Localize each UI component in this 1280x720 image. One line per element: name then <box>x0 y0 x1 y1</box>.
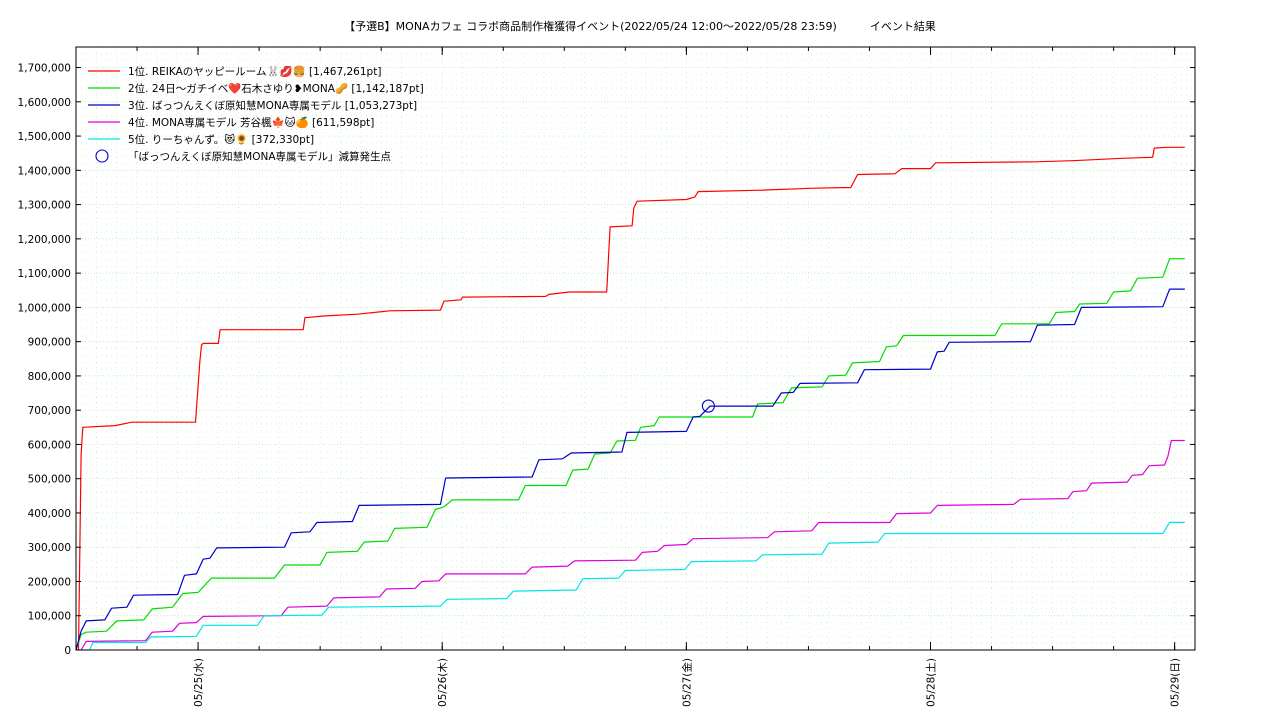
series-line-1 <box>76 146 1185 650</box>
x-tick-label: 05/27(金) <box>680 658 693 707</box>
y-tick-label: 600,000 <box>28 439 71 451</box>
legend-label-3: 3位. ばっつんえくぼ原知慧MONA専属モデル [1,053,273pt] <box>128 99 417 112</box>
legend: 1位. REIKAのヤッピールーム🐰💋🍔 [1,467,261pt] 2位. 24… <box>88 65 424 163</box>
y-tick-label: 1,400,000 <box>18 165 71 177</box>
series-line-4 <box>76 439 1185 650</box>
series-line-5 <box>76 521 1185 650</box>
y-tick-label: 1,100,000 <box>18 268 71 280</box>
x-tick-label: 05/26(木) <box>437 658 449 707</box>
y-tick-label: 1,700,000 <box>18 63 71 75</box>
y-tick-label: 700,000 <box>28 405 71 417</box>
legend-label-2: 2位. 24日〜ガチイベ❤️石木さゆり❥MONA🥜 [1,142,187pt] <box>128 81 424 95</box>
y-tick-label: 1,300,000 <box>18 200 71 212</box>
plot-frame <box>75 46 1196 651</box>
legend-label-annotation: 「ばっつんえくぼ原知慧MONA専属モデル」減算発生点 <box>128 150 391 163</box>
legend-label-5: 5位. りーちゃんず。😻🌻 [372,330pt] <box>128 133 314 146</box>
series-line-2 <box>76 258 1185 650</box>
legend-label-4: 4位. MONA専属モデル 芳谷楓🍁🐱🍊 [611,598pt] <box>128 116 374 129</box>
y-tick-label: 100,000 <box>28 611 71 623</box>
y-tick-label: 1,600,000 <box>18 97 71 109</box>
x-tick-label: 05/25(水) <box>193 658 205 707</box>
axis-ticks: 0 100,000 200,000 300,000 400,000 500,000 600,… <box>18 47 1195 707</box>
y-tick-label: 500,000 <box>28 474 71 486</box>
deduction-point-marker <box>701 399 715 413</box>
y-tick-label: 1,000,000 <box>18 302 71 314</box>
series-line-3 <box>76 288 1185 650</box>
y-tick-label: 900,000 <box>28 337 71 349</box>
chart-title: 【予選B】MONAカフェ コラボ商品制作権獲得イベント(2022/05/24 1… <box>344 20 936 33</box>
y-tick-label: 1,200,000 <box>18 234 71 246</box>
y-tick-label: 1,500,000 <box>18 131 71 143</box>
y-tick-label: 0 <box>64 645 71 657</box>
series-group <box>76 146 1185 650</box>
legend-marker-annotation <box>95 149 109 163</box>
legend-label-1: 1位. REIKAのヤッピールーム🐰💋🍔 [1,467,261pt] <box>128 65 381 78</box>
y-tick-label: 800,000 <box>28 371 71 383</box>
x-tick-label: 05/29(日) <box>1170 658 1182 707</box>
y-tick-label: 200,000 <box>28 576 71 588</box>
y-tick-label: 300,000 <box>28 542 71 554</box>
y-tick-label: 400,000 <box>28 508 71 520</box>
annotations <box>701 399 715 413</box>
x-tick-label: 05/28(土) <box>925 658 938 707</box>
grid <box>76 47 1195 650</box>
